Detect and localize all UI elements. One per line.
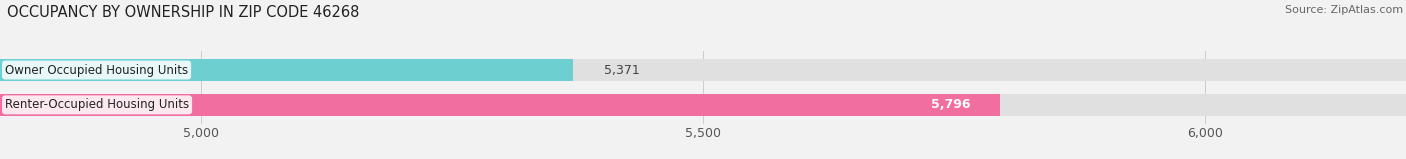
Text: Source: ZipAtlas.com: Source: ZipAtlas.com xyxy=(1285,5,1403,15)
Bar xyxy=(0,94,1000,116)
Bar xyxy=(0,59,1406,81)
Text: 5,796: 5,796 xyxy=(931,98,970,111)
Text: Owner Occupied Housing Units: Owner Occupied Housing Units xyxy=(6,64,188,76)
Text: 5,371: 5,371 xyxy=(603,64,640,76)
Bar xyxy=(0,94,1406,116)
Text: Renter-Occupied Housing Units: Renter-Occupied Housing Units xyxy=(6,98,190,111)
Text: OCCUPANCY BY OWNERSHIP IN ZIP CODE 46268: OCCUPANCY BY OWNERSHIP IN ZIP CODE 46268 xyxy=(7,5,360,20)
Bar xyxy=(0,59,574,81)
